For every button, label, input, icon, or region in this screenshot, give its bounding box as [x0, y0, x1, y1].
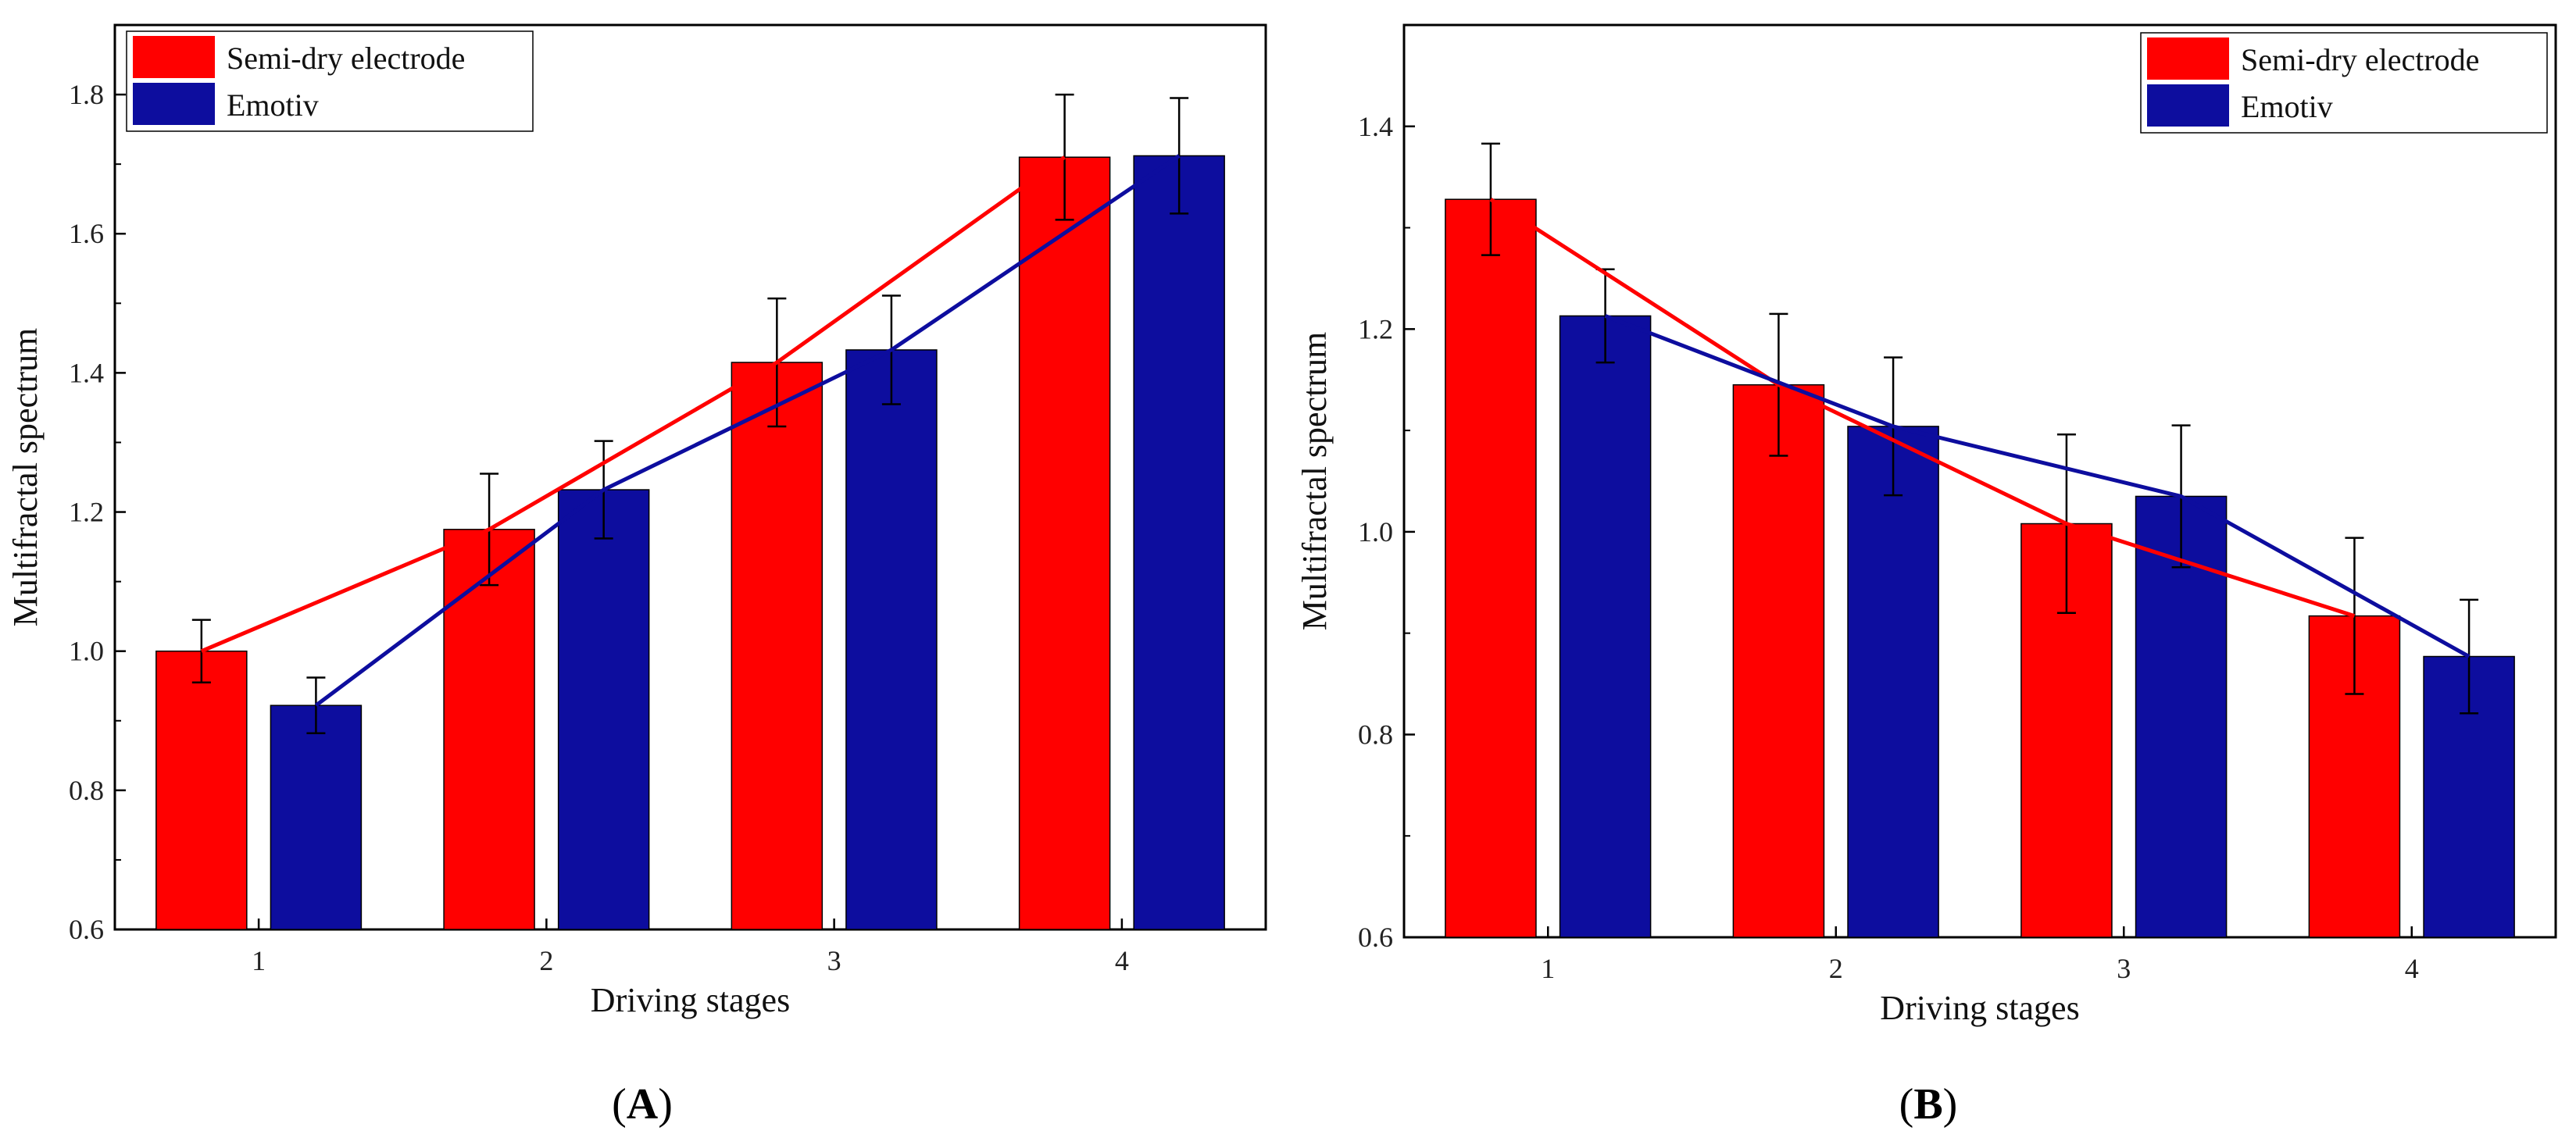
- chart2: 0.6 0.8 1.0 1.2 1.4 1 2 3 4 Driving stages Multifr…: [1295, 23, 2557, 1129]
- chart1-xtick-label: 1: [252, 945, 266, 976]
- chart2-panel-label: (B): [1899, 1080, 1958, 1129]
- panel-label-letter: A: [627, 1080, 659, 1129]
- chart1-bar-s1-c2: [443, 529, 535, 930]
- chart1-errorbar-s2-c1: [306, 676, 326, 735]
- chart1-bar-s1-c1: [155, 650, 248, 930]
- panel-label-close: ): [1943, 1080, 1958, 1129]
- chart2-x-axis-title: Driving stages: [1880, 989, 2079, 1027]
- panel-label-close: ): [658, 1080, 673, 1129]
- chart1-plot-frame: [113, 23, 1267, 931]
- chart2-legend: Semi-dry electrode Emotiv: [2140, 32, 2548, 134]
- chart1-bar-s1-c4: [1018, 156, 1111, 930]
- chart1-ytick-label: 0.8: [69, 775, 104, 806]
- legend-label-s2: Emotiv: [2241, 89, 2333, 124]
- chart2-y-axis-title: Multifractal spectrum: [1295, 332, 1334, 630]
- panel-label-open: (: [1899, 1080, 1914, 1129]
- chart2-xtick-label: 1: [1541, 953, 1555, 984]
- chart2-bar-s2-c1: [1559, 315, 1652, 938]
- chart2-xtick-label: 2: [1829, 953, 1843, 984]
- chart2-trend-line-s2: [1604, 314, 2471, 658]
- chart2-ytick-label: 1.4: [1358, 111, 1393, 142]
- chart1-ytick-label: 1.2: [69, 497, 104, 528]
- legend-label-s1: Semi-dry electrode: [227, 41, 465, 76]
- chart1-ytick-label: 1.4: [69, 357, 104, 388]
- chart2-xtick-label: 4: [2405, 953, 2419, 984]
- chart2-plot-frame: [1402, 23, 2557, 939]
- chart2-bar-s2-c2: [1847, 426, 1939, 938]
- chart1-bar-s2-c2: [557, 489, 650, 930]
- chart1-bar-s1-c3: [731, 362, 824, 930]
- legend-label-s1: Semi-dry electrode: [2241, 42, 2479, 77]
- legend-swatch-s2: [133, 83, 215, 125]
- chart2-bar-s1-c2: [1732, 383, 1825, 938]
- chart1-xtick-label: 2: [539, 945, 553, 976]
- legend-swatch-s1: [133, 36, 215, 78]
- chart1-panel-label: (A): [612, 1080, 673, 1129]
- chart1-trend-line-s1: [200, 155, 1066, 653]
- chart1-bar-s2-c1: [270, 705, 363, 930]
- chart1-ytick-label: 0.6: [69, 914, 104, 945]
- chart1-y-axis-title: Multifractal spectrum: [6, 328, 45, 626]
- legend-swatch-s1: [2147, 37, 2229, 80]
- legend-swatch-s2: [2147, 84, 2229, 127]
- chart2-ytick-label: 1.0: [1358, 516, 1393, 548]
- chart1-ytick-label: 1.0: [69, 636, 104, 667]
- chart2-xtick-label: 3: [2117, 953, 2131, 984]
- chart1-trend-line-s2: [314, 154, 1181, 708]
- chart2-ytick-label: 1.2: [1358, 313, 1393, 344]
- chart2-trend-line-s1: [1489, 198, 2356, 618]
- panel-label-open: (: [612, 1080, 627, 1129]
- chart1-ytick-label: 1.6: [69, 218, 104, 249]
- chart2-bar-s1-c1: [1445, 198, 1537, 938]
- chart2-ytick-label: 0.6: [1358, 922, 1393, 953]
- chart2-ytick-label: 0.8: [1358, 719, 1393, 750]
- chart1-x-axis-title: Driving stages: [591, 981, 790, 1019]
- chart1: 0.6 0.8 1.0 1.2 1.4 1.6 1.8 1 2 3 4 Driving stages M…: [6, 23, 1267, 1129]
- chart1-bar-s2-c3: [845, 349, 938, 930]
- chart1-legend: Semi-dry electrode Emotiv: [126, 30, 534, 132]
- chart1-xtick-label: 3: [827, 945, 841, 976]
- chart1-ytick-label: 1.8: [69, 79, 104, 110]
- chart1-bar-s2-c4: [1133, 155, 1225, 930]
- panel-label-letter: B: [1913, 1080, 1942, 1129]
- legend-label-s2: Emotiv: [227, 87, 319, 123]
- chart1-xtick-label: 4: [1115, 945, 1129, 976]
